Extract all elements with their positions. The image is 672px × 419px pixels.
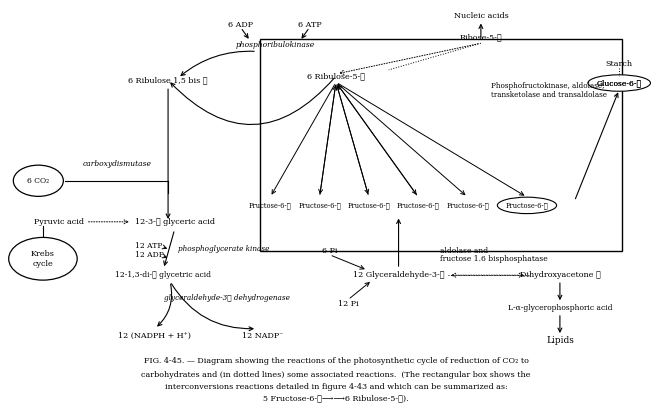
Text: 6 CO₂: 6 CO₂ xyxy=(28,177,50,185)
Text: 6 ADP: 6 ADP xyxy=(228,21,253,29)
Text: 5 Fructose-6-Ⓟ⟶⟶6 Ribulose-5-Ⓟ).: 5 Fructose-6-Ⓟ⟶⟶6 Ribulose-5-Ⓟ). xyxy=(263,394,409,402)
Text: 12 ATP: 12 ATP xyxy=(135,243,163,251)
FancyArrowPatch shape xyxy=(181,51,254,75)
Text: phosphoribulokinase: phosphoribulokinase xyxy=(236,41,315,49)
Text: 6 ATP: 6 ATP xyxy=(298,21,321,29)
Text: Lipids: Lipids xyxy=(546,336,574,345)
Text: cycle: cycle xyxy=(32,260,53,268)
Text: 6 Pi: 6 Pi xyxy=(322,246,337,255)
Text: 6 Ribulose-5-Ⓟ: 6 Ribulose-5-Ⓟ xyxy=(307,72,365,80)
Text: 12 NADP⁻: 12 NADP⁻ xyxy=(241,332,283,340)
Ellipse shape xyxy=(588,75,650,91)
Text: glyceraldehyde-3Ⓟ dehydrogenase: glyceraldehyde-3Ⓟ dehydrogenase xyxy=(165,294,290,302)
Text: Fructose-6-Ⓟ: Fructose-6-Ⓟ xyxy=(446,202,489,210)
Text: 6 Ribulose 1,5 bis Ⓟ: 6 Ribulose 1,5 bis Ⓟ xyxy=(128,76,208,84)
Text: Glucose-6-Ⓟ: Glucose-6-Ⓟ xyxy=(597,79,642,87)
Text: Fructose-6-Ⓟ: Fructose-6-Ⓟ xyxy=(347,202,390,210)
Text: 12 Glyceraldehyde-3-Ⓟ: 12 Glyceraldehyde-3-Ⓟ xyxy=(353,271,444,279)
Text: Ribose-5-Ⓟ: Ribose-5-Ⓟ xyxy=(460,33,502,41)
Text: L-α-glycerophosphoric acid: L-α-glycerophosphoric acid xyxy=(507,304,612,312)
Text: Nucleic acids: Nucleic acids xyxy=(454,12,508,20)
FancyArrowPatch shape xyxy=(158,284,171,326)
Text: fructose 1.6 bisphosphatase: fructose 1.6 bisphosphatase xyxy=(440,255,548,263)
FancyArrowPatch shape xyxy=(171,284,253,331)
Text: 12 (NADPH + H⁺): 12 (NADPH + H⁺) xyxy=(118,332,192,340)
Text: 12-3-Ⓟ glyceric acid: 12-3-Ⓟ glyceric acid xyxy=(134,218,214,226)
Text: phosphoglycerate kinase: phosphoglycerate kinase xyxy=(178,245,269,253)
Text: Krebs: Krebs xyxy=(31,250,55,258)
Text: Phosphofructokinase, aldolase,: Phosphofructokinase, aldolase, xyxy=(491,82,604,91)
Ellipse shape xyxy=(497,197,556,214)
Bar xyxy=(260,39,622,251)
Text: Dihydroxyacetone Ⓟ: Dihydroxyacetone Ⓟ xyxy=(519,271,600,279)
Text: 12-1,3-di-Ⓟ glycetric acid: 12-1,3-di-Ⓟ glycetric acid xyxy=(116,271,212,279)
Text: carboxydismutase: carboxydismutase xyxy=(83,160,152,168)
FancyArrowPatch shape xyxy=(171,78,334,124)
Text: carbohydrates and (in dotted lines) some associated reactions.  (The rectangular: carbohydrates and (in dotted lines) some… xyxy=(141,370,531,379)
Text: interconversions reactions detailed in figure 4-43 and which can be summarized a: interconversions reactions detailed in f… xyxy=(165,383,507,391)
Text: Pyruvic acid: Pyruvic acid xyxy=(34,218,85,226)
Text: aldolase and: aldolase and xyxy=(440,246,488,255)
Text: 12 ADP: 12 ADP xyxy=(135,251,164,259)
Text: Fructose-6-Ⓟ: Fructose-6-Ⓟ xyxy=(397,202,439,210)
Text: Starch: Starch xyxy=(605,60,633,68)
Text: Glucose-6-Ⓟ: Glucose-6-Ⓟ xyxy=(597,79,642,87)
Text: 12 Pi: 12 Pi xyxy=(337,300,358,308)
Text: Fructose-6-Ⓟ: Fructose-6-Ⓟ xyxy=(505,202,548,210)
Text: transketolase and transaldolase: transketolase and transaldolase xyxy=(491,91,607,99)
Text: Fructose-6-Ⓟ: Fructose-6-Ⓟ xyxy=(249,202,292,210)
Text: Fructose-6-Ⓟ: Fructose-6-Ⓟ xyxy=(298,202,341,210)
Text: FIG. 4-45. — Diagram showing the reactions of the photosynthetic cycle of reduct: FIG. 4-45. — Diagram showing the reactio… xyxy=(144,357,528,365)
